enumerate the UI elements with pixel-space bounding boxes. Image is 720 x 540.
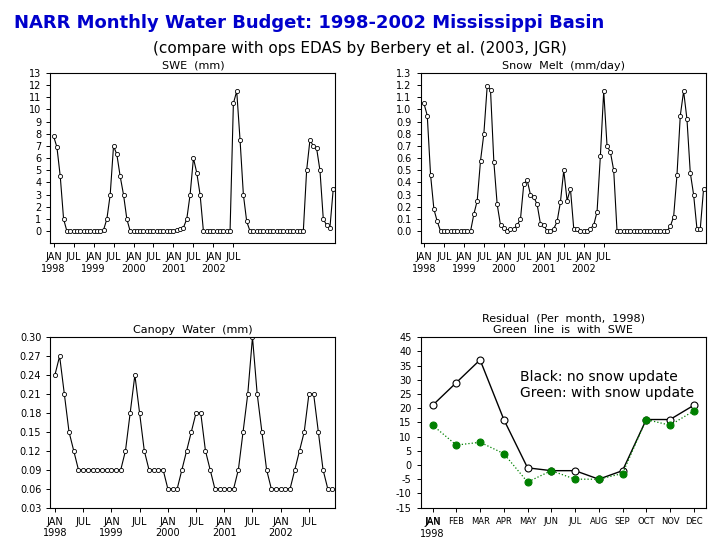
Title: SWE  (mm): SWE (mm) xyxy=(161,60,224,71)
Text: NARR Monthly Water Budget: 1998-2002 Mississippi Basin: NARR Monthly Water Budget: 1998-2002 Mis… xyxy=(14,14,605,31)
Text: Black: no snow update
Green: with snow update: Black: no snow update Green: with snow u… xyxy=(521,370,695,400)
Title: Residual  (Per  month,  1998)
Green  line  is  with  SWE: Residual (Per month, 1998) Green line is… xyxy=(482,313,644,335)
Text: (compare with ops EDAS by Berbery et al. (2003, JGR): (compare with ops EDAS by Berbery et al.… xyxy=(153,40,567,56)
Title: Snow  Melt  (mm/day): Snow Melt (mm/day) xyxy=(502,60,625,71)
Text: JAN
1998: JAN 1998 xyxy=(420,517,445,538)
Title: Canopy  Water  (mm): Canopy Water (mm) xyxy=(133,325,253,335)
